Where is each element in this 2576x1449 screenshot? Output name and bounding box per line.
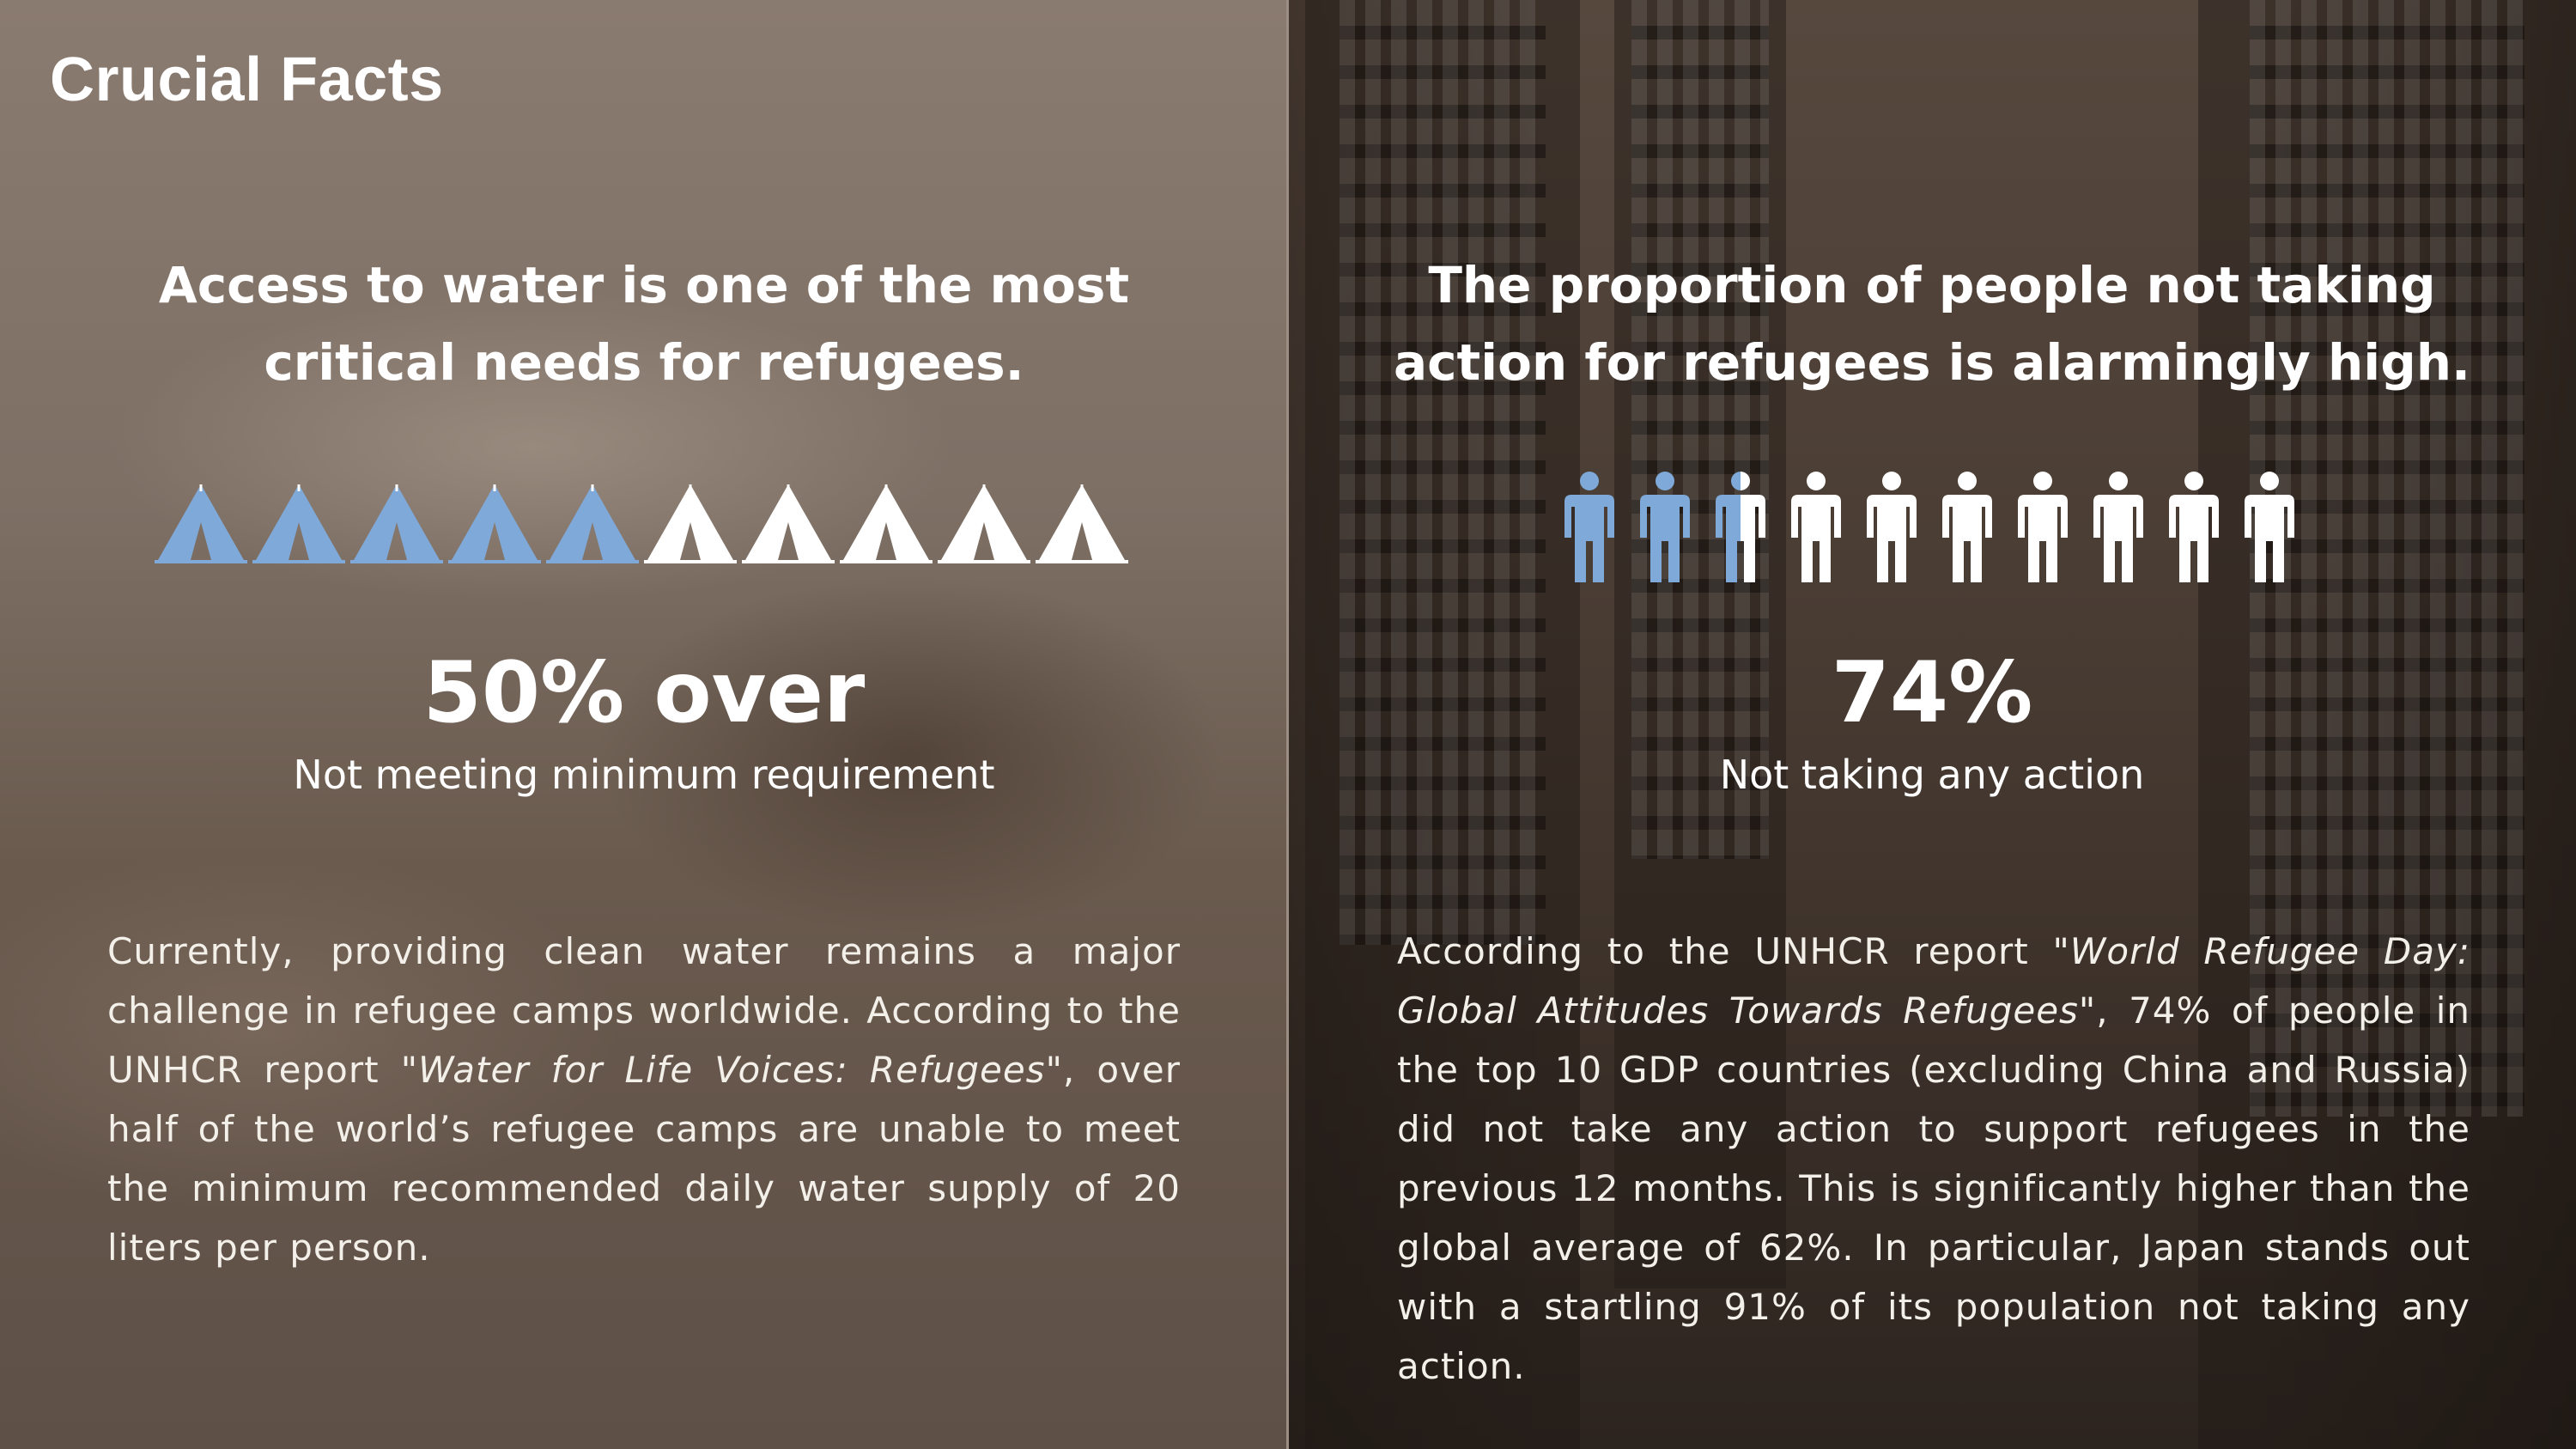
right-body-source: "World Refugee Day: Global Attitudes Tow… (1397, 930, 2470, 1032)
right-heading-line-2: action for refugees is alarmingly high. (1393, 333, 2471, 392)
building-right (2198, 0, 2576, 1449)
building-windows (1631, 0, 1769, 859)
person-icon (2088, 471, 2148, 586)
building-left (1305, 0, 1580, 1449)
person-icon (1937, 471, 1997, 586)
tent-icon (546, 481, 639, 567)
left-heading: Access to water is one of the most criti… (86, 247, 1202, 401)
person-icon (1710, 471, 1771, 586)
left-heading-line-2: critical needs for refugees. (264, 333, 1024, 392)
left-body-text: Currently, providing clean water remains… (107, 922, 1181, 1277)
building-windows (2250, 0, 2524, 1117)
panel-divider (1286, 0, 1289, 1449)
person-icon (2013, 471, 2073, 586)
right-stat-caption: Not taking any action (1719, 752, 2145, 798)
left-heading-line-1: Access to water is one of the most (158, 256, 1130, 314)
person-icon (1786, 471, 1846, 586)
right-heading: The proportion of people not taking acti… (1374, 247, 2490, 401)
left-body-after: , over half of the world’s refugee camps… (107, 1049, 1181, 1269)
person-icon-row (1559, 471, 2300, 586)
person-icon (1862, 471, 1922, 586)
person-icon (2239, 471, 2300, 586)
tent-icon (938, 481, 1030, 567)
tent-icon (448, 481, 541, 567)
left-stat-value: 50% over (422, 644, 866, 742)
right-body-text: According to the UNHCR report "World Ref… (1397, 922, 2470, 1396)
tent-icon (350, 481, 443, 567)
tent-icon (840, 481, 933, 567)
right-stat-value: 74% (1831, 644, 2033, 742)
person-icon (2164, 471, 2224, 586)
tent-icon (1036, 481, 1128, 567)
tent-icon (644, 481, 737, 567)
left-body-before: Currently, providing clean water remains… (107, 930, 1181, 1091)
page-title: Crucial Facts (50, 46, 444, 114)
left-stat-caption: Not meeting minimum requirement (293, 752, 995, 798)
person-icon (1559, 471, 1619, 586)
right-body-after: , 74% of people in the top 10 GDP countr… (1397, 989, 2470, 1387)
building-center (1614, 0, 1786, 1288)
building-windows (1340, 0, 1546, 945)
right-body-before: According to the UNHCR report (1397, 930, 2053, 972)
person-icon (1635, 471, 1695, 586)
tent-icon (252, 481, 345, 567)
left-panel-background (0, 0, 1288, 1449)
tent-icon (742, 481, 835, 567)
right-panel-background (1288, 0, 2576, 1449)
tent-icon-row (155, 481, 1128, 567)
left-body-source: "Water for Life Voices: Refugees" (400, 1049, 1063, 1091)
tent-icon (155, 481, 247, 567)
right-heading-line-1: The proportion of people not taking (1428, 256, 2436, 314)
